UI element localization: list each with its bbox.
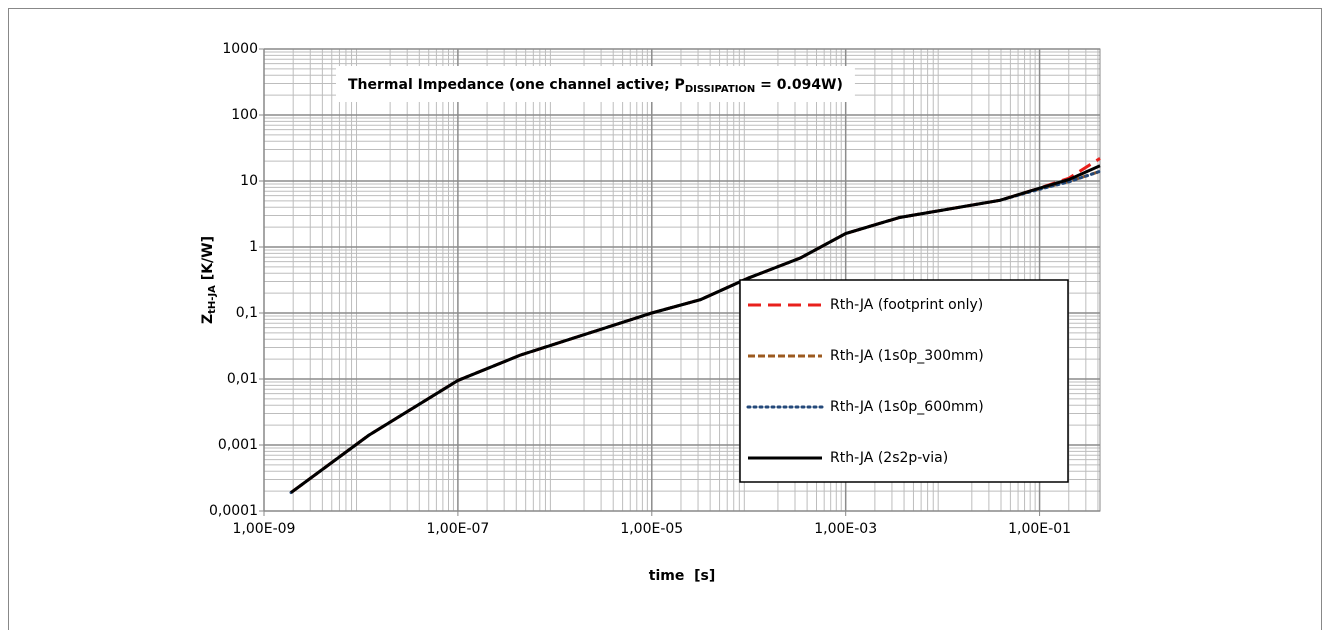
y-tick-label: 0,01 bbox=[227, 371, 258, 387]
x-tick-label: 1,00E-01 bbox=[1008, 521, 1071, 537]
y-tick-label: 0,0001 bbox=[209, 503, 258, 519]
x-tick-label: 1,00E-03 bbox=[814, 521, 877, 537]
legend-box bbox=[739, 279, 1069, 483]
y-tick-label: 10 bbox=[240, 173, 258, 189]
legend-label: Rth-JA (2s2p-via) bbox=[830, 450, 948, 466]
title-box bbox=[336, 66, 855, 102]
title-subscript: DISSIPATION bbox=[685, 84, 755, 95]
y-tick-label: 0,001 bbox=[218, 437, 258, 453]
y-label-text: [K/W] bbox=[200, 236, 216, 285]
title-text: Thermal Impedance (one channel active; P bbox=[348, 77, 685, 93]
x-tick-label: 1,00E-05 bbox=[620, 521, 683, 537]
y-axis-label: ZtH-JA [K/W] bbox=[200, 236, 218, 324]
series-line bbox=[290, 164, 1101, 494]
y-tick-label: 1000 bbox=[222, 41, 258, 57]
chart-title: Thermal Impedance (one channel active; P… bbox=[348, 77, 843, 95]
y-label-text: Z bbox=[200, 314, 216, 324]
y-tick-label: 0,1 bbox=[236, 305, 258, 321]
legend-label: Rth-JA (1s0p_600mm) bbox=[830, 399, 984, 415]
legend-label: Rth-JA (footprint only) bbox=[830, 297, 983, 313]
title-text: = 0.094W) bbox=[755, 77, 843, 93]
x-tick-label: 1,00E-09 bbox=[233, 521, 296, 537]
y-tick-label: 100 bbox=[231, 107, 258, 123]
legend-label: Rth-JA (1s0p_300mm) bbox=[830, 348, 984, 364]
plot-border bbox=[263, 48, 1101, 512]
x-tick-label: 1,00E-07 bbox=[426, 521, 489, 537]
y-tick-label: 1 bbox=[249, 239, 258, 255]
x-axis-label: time [s] bbox=[649, 568, 715, 584]
y-label-subscript: tH-JA bbox=[207, 285, 218, 314]
